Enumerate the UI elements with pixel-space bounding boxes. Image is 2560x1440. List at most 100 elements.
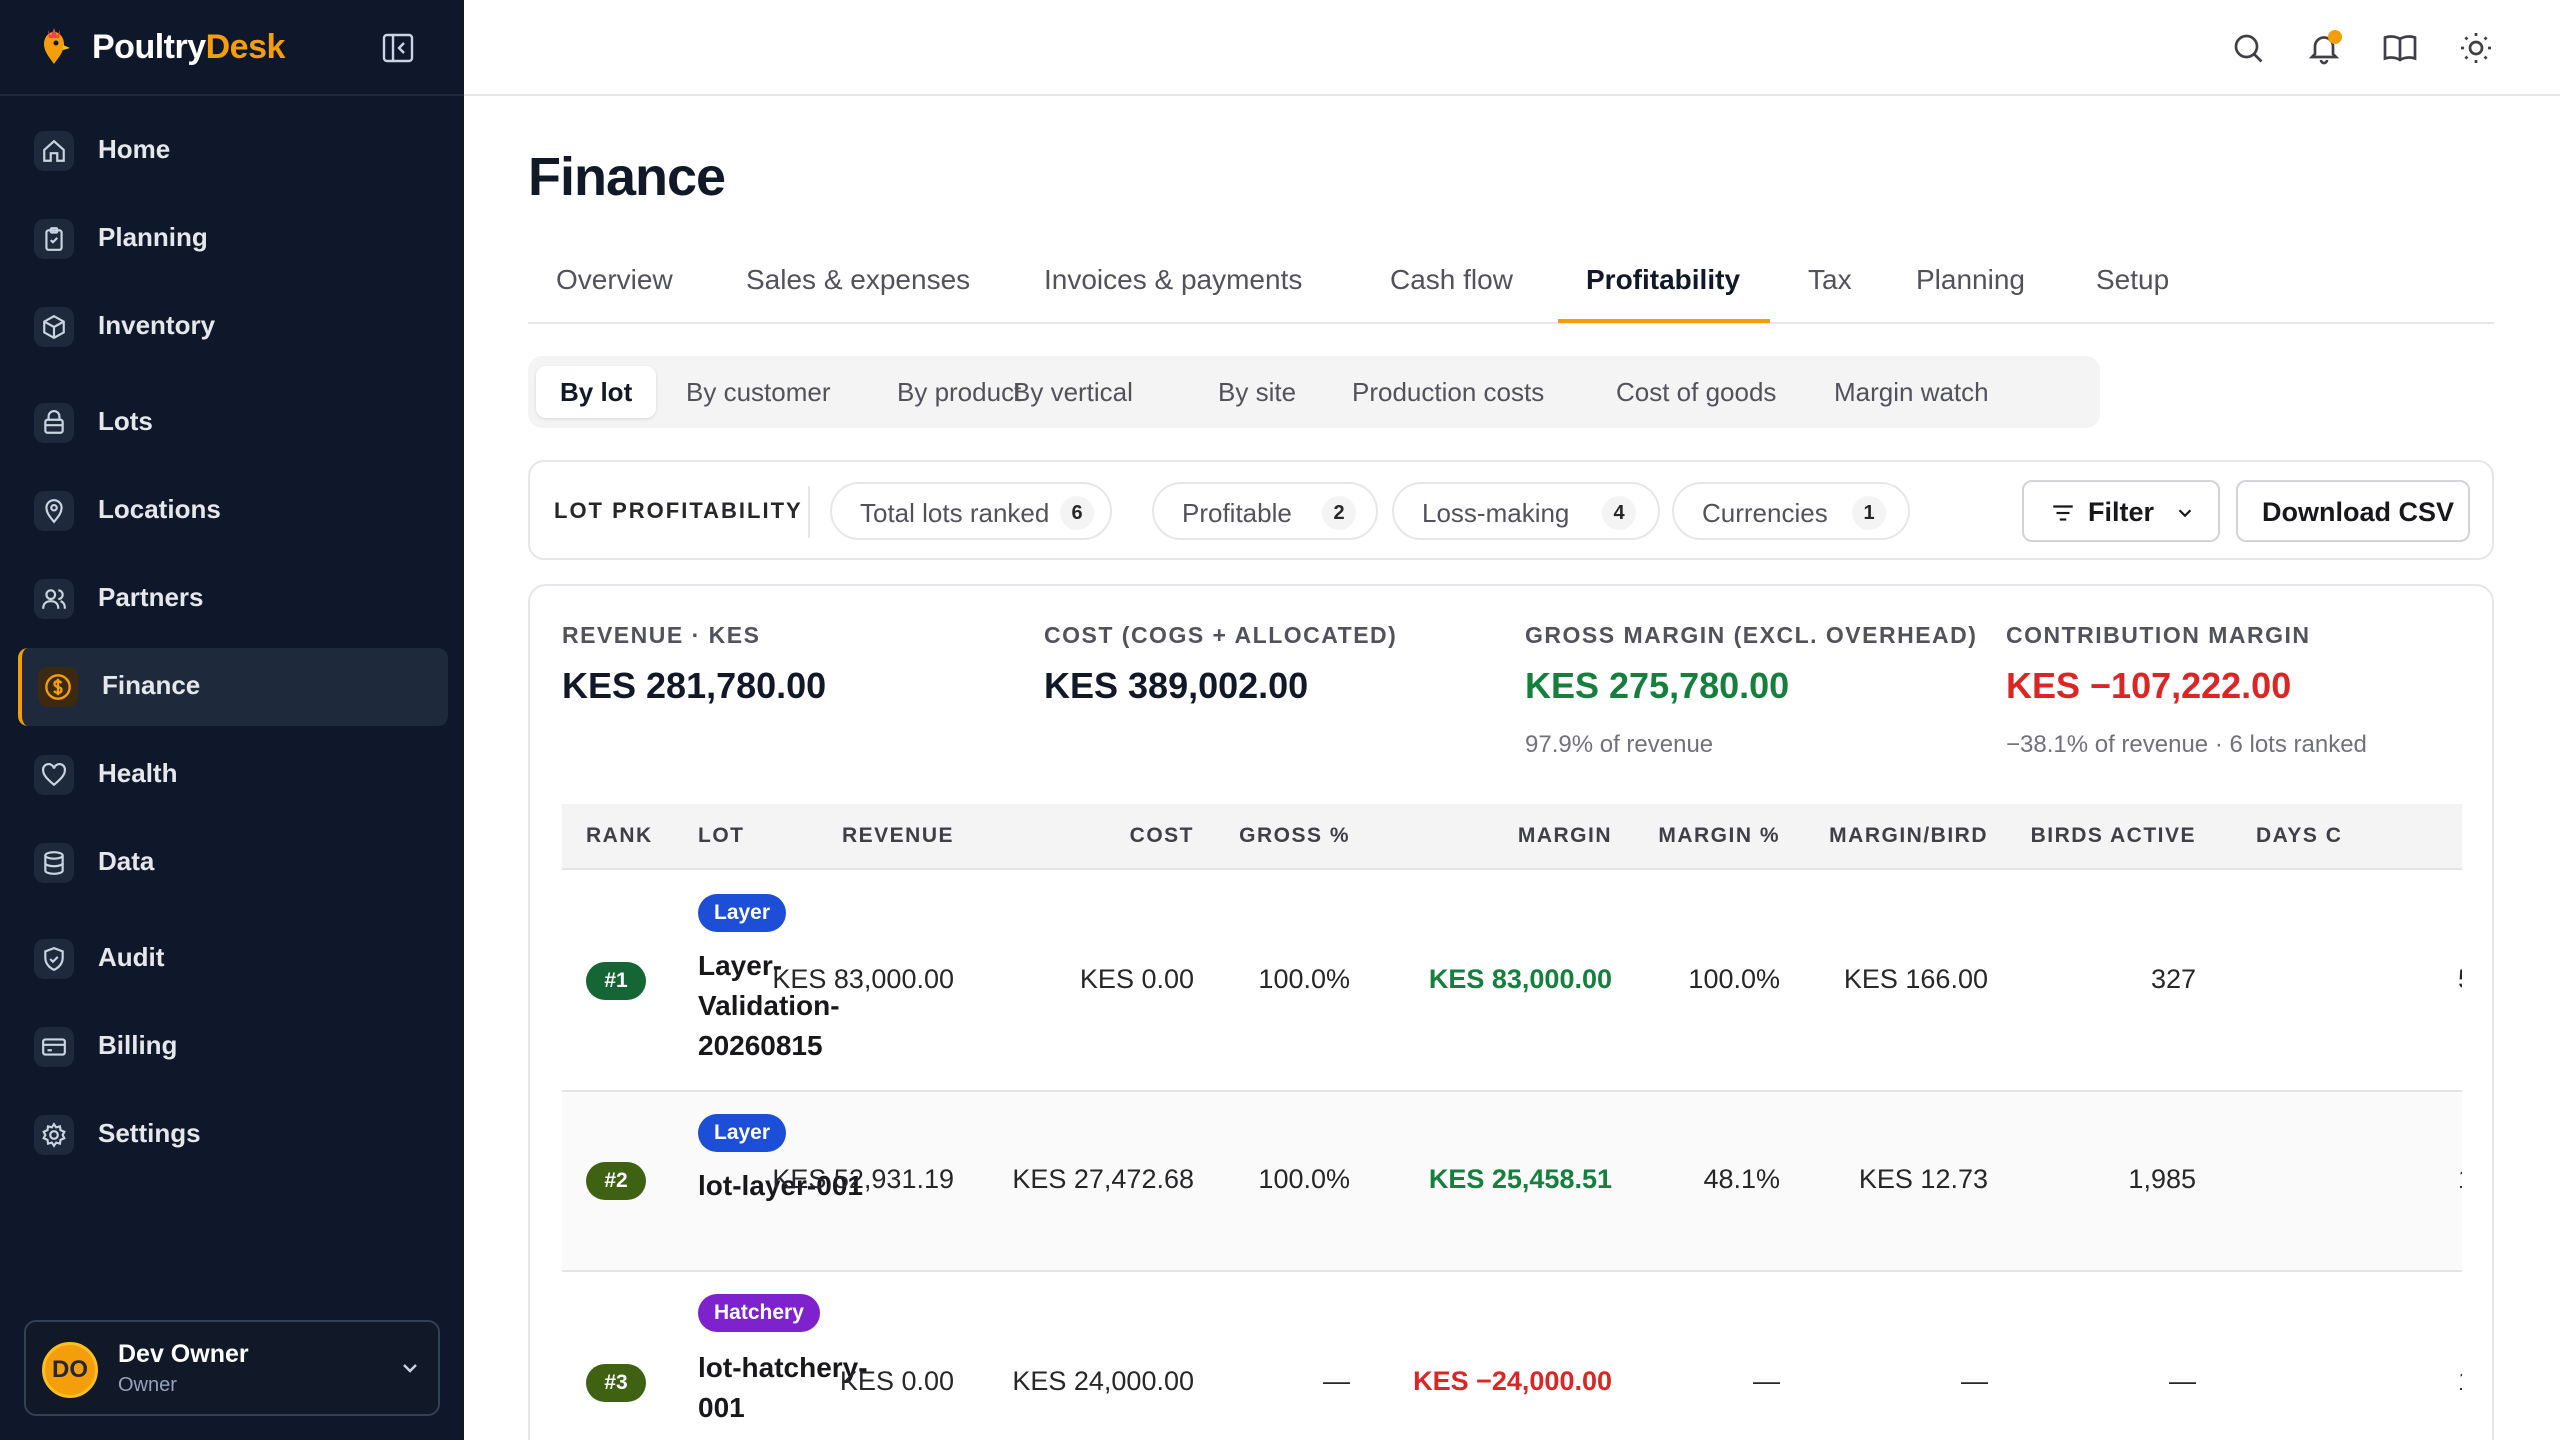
chevron-down-icon [403,1364,417,1373]
column-header[interactable]: BIRDS ACTIVE [2030,824,2196,847]
filter-icon [2053,505,2073,521]
database-icon [34,843,74,883]
sidebar-item-label: Locations [98,494,221,524]
sidebar-item-partners[interactable]: Partners [18,560,448,638]
sidebar-item-billing[interactable]: Billing [18,1008,448,1086]
days-cell: 1 [2458,1164,2462,1195]
collapse-sidebar-icon[interactable] [380,30,416,66]
subtab-by-customer[interactable]: By customer [686,377,831,407]
sidebar-item-planning[interactable]: Planning [18,200,448,278]
download-csv-button[interactable]: Download CSV [2236,480,2470,542]
sidebar: PoultryDesk Home Planning Inventory Lots… [0,0,464,1440]
count-badge: 4 [1602,496,1636,530]
table-row[interactable]: #2 Layer lot-layer-001 KES 52,931.19 KES… [562,1092,2462,1272]
column-header[interactable]: COST [1129,824,1194,847]
column-header[interactable]: REVENUE [841,824,954,847]
sidebar-item-health[interactable]: Health [18,736,448,814]
tab-profitability[interactable]: Profitability [1586,264,1741,295]
sun-icon[interactable] [2458,30,2494,66]
sidebar-item-settings[interactable]: Settings [18,1096,448,1174]
shield-icon [34,939,74,979]
gear-icon [34,1115,74,1155]
pill-profitable[interactable]: Profitable 2 [1152,482,1378,540]
margin-pct-cell: — [1753,1366,1780,1396]
user-name: Dev Owner [118,1340,249,1368]
tab-sales-expenses[interactable]: Sales & expenses [746,264,971,295]
table-row[interactable]: #1 Layer Layer-Validation-20260815 KES 8… [562,870,2462,1092]
sidebar-item-label: Audit [98,942,165,972]
finance-tabs: Overview Sales & expenses Invoices & pay… [528,250,2494,324]
tab-cash-flow[interactable]: Cash flow [1390,264,1513,295]
sidebar-item-label: Finance [102,670,201,700]
subtab-by-lot[interactable]: By lot [536,366,657,418]
tab-planning[interactable]: Planning [1916,264,2025,295]
count-badge: 2 [1322,496,1356,530]
subtab-by-site[interactable]: By site [1218,377,1297,407]
book-icon[interactable] [2382,30,2418,66]
tab-tax[interactable]: Tax [1808,264,1852,295]
sidebar-item-label: Lots [98,406,153,436]
sidebar-item-label: Settings [98,1118,201,1148]
cost-cell: KES 27,472.68 [1012,1164,1194,1194]
lot-profitability-card: REVENUE · KES KES 281,780.00 COST (COGS … [528,584,2494,1440]
column-header[interactable]: GROSS % [1239,824,1350,847]
sidebar-item-label: Partners [98,582,204,612]
lot-type-badge: Layer [698,1114,787,1152]
chevron-down-icon [2178,509,2192,518]
column-header[interactable]: LOT [698,824,745,847]
sidebar-item-inventory[interactable]: Inventory [18,288,448,366]
tab-setup[interactable]: Setup [2096,264,2170,295]
user-menu[interactable]: DO Dev Owner Owner [24,1320,440,1416]
column-header[interactable]: RANK [586,824,653,847]
sidebar-item-finance[interactable]: Finance [18,648,448,726]
users-icon [34,579,74,619]
count-badge: 6 [1060,496,1094,530]
subtab-by-vertical[interactable]: By vertical [1013,377,1133,407]
cost-cell: KES 24,000.00 [1012,1366,1194,1396]
dollar-icon [38,667,78,707]
lot-type-badge: Layer [698,894,787,932]
column-header[interactable]: MARGIN % [1658,824,1780,847]
pill-total-lots-ranked[interactable]: Total lots ranked 6 [830,482,1112,540]
search-icon[interactable] [2230,30,2266,66]
lot-name-link[interactable]: lot-layer-001 [698,1170,863,1201]
lot-name-link[interactable]: Layer-Validation-20260815 [698,950,840,1061]
kpi-gross-margin: GROSS MARGIN (EXCL. OVERHEAD) KES 275,78… [1525,622,1978,758]
pill-loss-making[interactable]: Loss-making 4 [1392,482,1660,540]
column-header[interactable]: MARGIN [1517,824,1612,847]
kpi-cost: COST (COGS + ALLOCATED) KES 389,002.00 [1044,622,1398,706]
sidebar-item-label: Planning [98,222,208,252]
sidebar-item-lots[interactable]: Lots [18,384,448,462]
filter-button[interactable]: Filter [2022,480,2220,542]
lot-name-link[interactable]: lot-hatchery-001 [698,1352,868,1423]
page-title: Finance [528,147,726,207]
birds-active-cell: 327 [2150,964,2196,994]
subtab-by-product[interactable]: By product [897,377,1022,407]
subtab-cost-of-goods[interactable]: Cost of goods [1616,377,1777,407]
lot-type-badge: Hatchery [698,1294,820,1332]
column-header[interactable]: DAYS C [2256,824,2343,847]
sidebar-item-label: Billing [98,1030,178,1060]
active-tab-indicator [1558,319,1770,323]
layers-icon [34,403,74,443]
column-header[interactable]: MARGIN/BIRD [1829,824,1988,847]
subtab-margin-watch[interactable]: Margin watch [1834,377,1989,407]
sidebar-item-locations[interactable]: Locations [18,472,448,550]
bell-icon[interactable] [2306,30,2342,66]
count-badge: 1 [1852,496,1886,530]
subtab-production-costs[interactable]: Production costs [1352,377,1545,407]
sidebar-item-audit[interactable]: Audit [18,920,448,998]
margin-bird-cell: KES 12.73 [1858,1164,1988,1194]
sidebar-item-data[interactable]: Data [18,824,448,902]
tab-invoices-payments[interactable]: Invoices & payments [1044,264,1303,295]
tab-overview[interactable]: Overview [556,264,673,295]
brand-header: PoultryDesk [0,0,464,96]
sidebar-item-home[interactable]: Home [18,112,448,190]
pill-currencies[interactable]: Currencies 1 [1672,482,1910,540]
revenue-cell: KES 52,931.19 [772,1164,954,1194]
kpi-revenue: REVENUE · KES KES 281,780.00 [562,622,827,706]
brand-name[interactable]: PoultryDesk [92,28,285,66]
table-row[interactable]: #3 Hatchery lot-hatchery-001 KES 0.00 KE… [562,1272,2462,1440]
box-icon [34,307,74,347]
credit-card-icon [34,1027,74,1067]
